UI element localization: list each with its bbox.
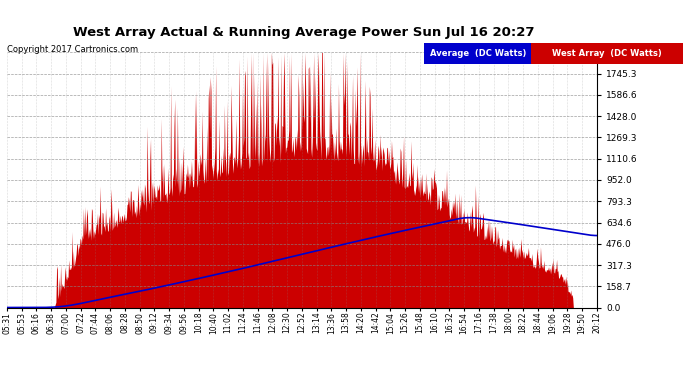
Text: West Array  (DC Watts): West Array (DC Watts) — [552, 49, 662, 58]
Text: West Array Actual & Running Average Power Sun Jul 16 20:27: West Array Actual & Running Average Powe… — [73, 26, 534, 39]
Text: Copyright 2017 Cartronics.com: Copyright 2017 Cartronics.com — [7, 45, 138, 54]
Text: Average  (DC Watts): Average (DC Watts) — [430, 49, 526, 58]
